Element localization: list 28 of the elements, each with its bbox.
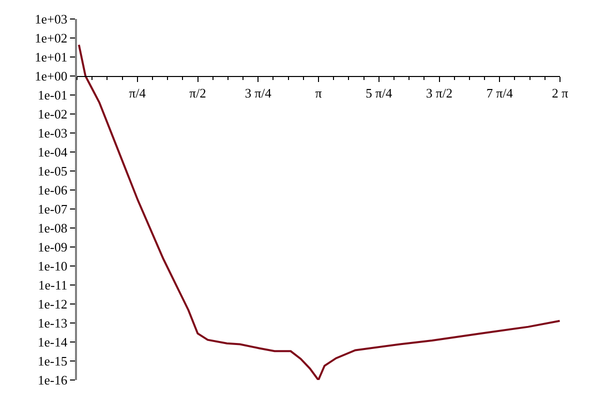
- y-tick-label: 1e-10: [38, 258, 68, 274]
- y-tick-label: 1e-07: [38, 202, 68, 217]
- y-tick-label: 1e-12: [38, 296, 68, 312]
- y-tick-label: 1e-13: [38, 316, 68, 331]
- y-tick-label: 1e-11: [38, 278, 68, 293]
- x-tick-label: 2 π: [552, 86, 569, 101]
- y-tick-label: 1e-02: [38, 106, 68, 122]
- y-tick-label: 1e+01: [34, 50, 68, 65]
- x-tick-label: π/4: [129, 86, 146, 101]
- y-tick-label: 1e-15: [38, 354, 68, 369]
- y-tick-label: 1e+00: [34, 68, 68, 84]
- y-tick-label: 1e-06: [38, 182, 68, 198]
- y-tick-label: 1e-01: [38, 88, 68, 103]
- x-tick-label: 3 π/2: [426, 86, 452, 101]
- y-tick-label: 1e-03: [38, 126, 68, 141]
- x-tick-label: 3 π/4: [244, 86, 272, 101]
- x-tick-label: 5 π/4: [366, 86, 393, 101]
- x-tick-label: π/2: [189, 86, 206, 101]
- y-tick-label: 1e-05: [38, 164, 68, 179]
- y-tick-label: 1e-14: [38, 334, 68, 350]
- x-tick-label: π: [315, 86, 322, 101]
- y-tick-label: 1e-16: [38, 372, 68, 388]
- y-tick-label: 1e+03: [34, 12, 68, 27]
- x-tick-label: 7 π/4: [486, 86, 514, 101]
- y-tick-label: 1e-04: [38, 144, 68, 160]
- y-tick-label: 1e-09: [38, 240, 68, 255]
- y-tick-label: 1e-08: [38, 220, 68, 236]
- y-tick-label: 1e+02: [34, 30, 68, 46]
